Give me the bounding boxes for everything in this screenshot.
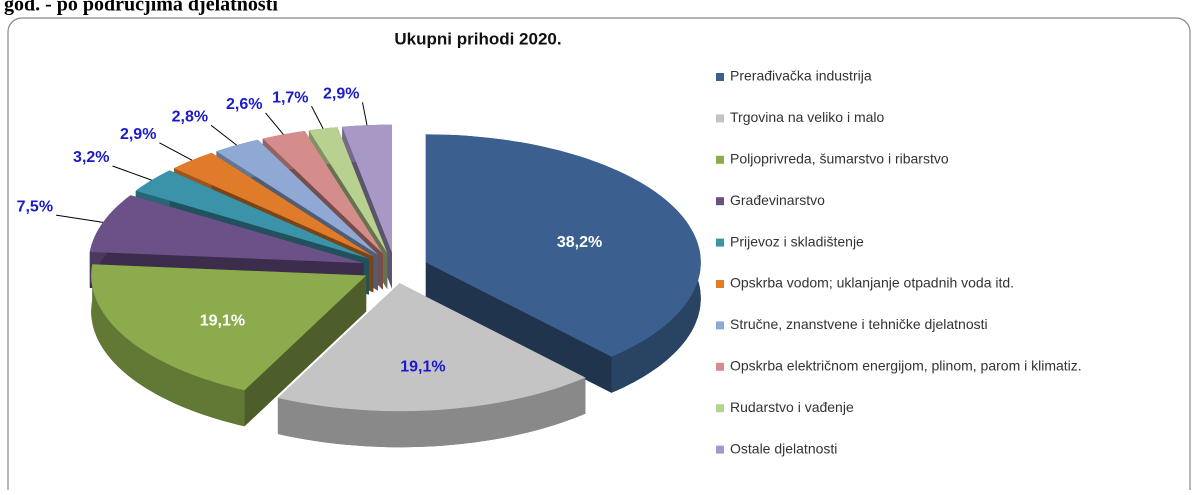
- slice-group: [425, 134, 701, 393]
- slice-group: [277, 283, 586, 448]
- slice: [174, 152, 374, 257]
- legend-swatch: [716, 197, 724, 206]
- legend-label: Poljoprivreda, šumarstvo i ribarstvo: [730, 151, 949, 167]
- data-label: 19,1%: [400, 358, 445, 375]
- data-label: 7,5%: [17, 198, 53, 215]
- slice-side: [425, 262, 612, 393]
- data-label: 2,8%: [172, 109, 208, 126]
- slice-side: [244, 275, 367, 427]
- legend-label: Ostale djelatnosti: [730, 440, 837, 456]
- data-label: 2,9%: [323, 86, 359, 103]
- leader-line: [311, 105, 324, 129]
- data-label: 3,2%: [73, 149, 109, 166]
- legend-label: Opskrba vodom; uklanjanje otpadnih voda …: [730, 275, 1014, 291]
- legend-swatch: [716, 321, 724, 330]
- data-label: 19,1%: [200, 312, 245, 329]
- slice: [135, 170, 369, 259]
- slice: [425, 134, 701, 357]
- slice: [277, 283, 586, 412]
- legend-swatch: [716, 404, 724, 413]
- slice: [342, 124, 392, 253]
- legend-swatch: [716, 280, 724, 288]
- leader-line: [56, 214, 104, 223]
- leader-line: [210, 124, 237, 146]
- legend-swatch: [716, 238, 724, 247]
- legend-label: Trgovina na veliko i malo: [730, 109, 885, 125]
- legend-swatch: [716, 445, 724, 454]
- slice: [262, 131, 383, 254]
- data-label: 1,7%: [272, 89, 308, 106]
- data-label: 38,2%: [557, 234, 602, 251]
- legend-swatch: [716, 155, 724, 164]
- legend-label: Opskrba električnom energijom, plinom, p…: [730, 358, 1082, 374]
- slice-side: [91, 264, 245, 427]
- legend-label: Rudarstvo i vađenje: [730, 399, 854, 415]
- legend-swatch: [716, 114, 724, 123]
- slice: [91, 264, 367, 391]
- legend-swatch: [716, 362, 724, 371]
- leader-line: [112, 165, 152, 181]
- leader-line: [265, 112, 284, 135]
- slice: [89, 195, 364, 264]
- legend-label: Prijevoz i skladištenje: [730, 233, 864, 249]
- leader-line: [362, 102, 368, 126]
- page-heading: god. - po područjima djelatnosti: [4, 0, 278, 16]
- data-label: 2,6%: [226, 96, 262, 113]
- slice-side: [277, 377, 586, 448]
- slice: [216, 139, 378, 255]
- leader-line: [159, 142, 193, 161]
- chart-title: Ukupni prihodi 2020.: [394, 29, 561, 48]
- legend-swatch: [716, 73, 724, 81]
- data-label: 2,9%: [120, 126, 156, 143]
- legend-label: Prerađivačka industrija: [730, 68, 872, 84]
- legend-label: Građevinarstvo: [730, 192, 825, 208]
- slice-group: [91, 264, 367, 427]
- legend-label: Stručne, znanstvene i tehničke djelatnos…: [730, 316, 988, 332]
- slice: [308, 127, 388, 254]
